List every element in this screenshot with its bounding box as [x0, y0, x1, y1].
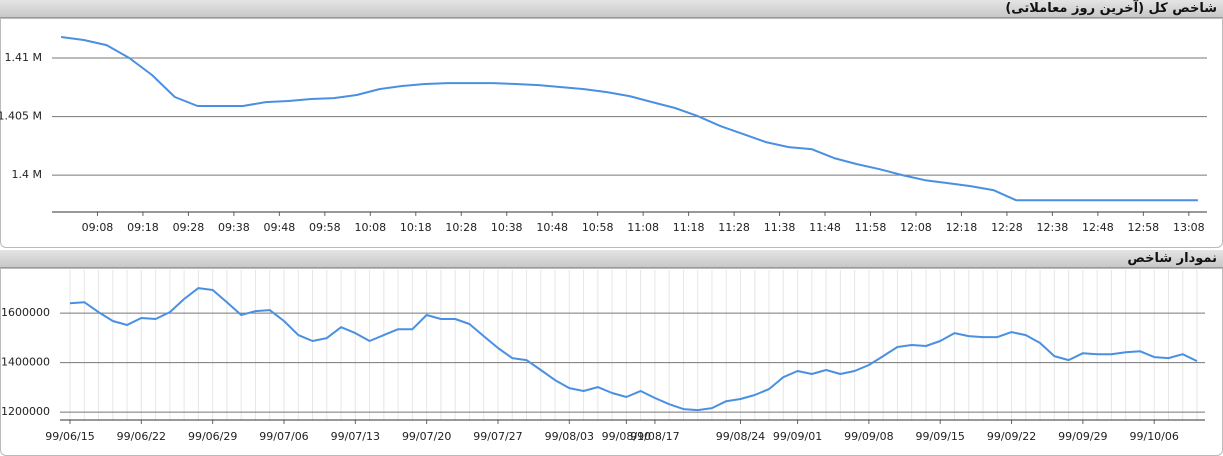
x-tick-label: 99/07/27 — [473, 430, 522, 443]
panel-title: نمودار شاخص — [1127, 251, 1217, 266]
x-tick-label: 99/06/15 — [45, 430, 94, 443]
y-tick-label: 1400000 — [1, 356, 50, 369]
y-tick-label: 1.41 M — [5, 51, 42, 64]
y-tick-label: 1600000 — [1, 306, 50, 319]
x-tick-label: 09:08 — [82, 221, 114, 234]
x-tick-label: 99/08/24 — [716, 430, 765, 443]
x-tick-label: 11:38 — [764, 221, 796, 234]
x-tick-label: 09:18 — [127, 221, 159, 234]
panel-header: نمودار شاخص — [0, 250, 1223, 268]
x-tick-label: 12:48 — [1082, 221, 1114, 234]
line — [69, 287, 1198, 412]
x-tick-label: 10:48 — [536, 221, 568, 234]
x-tick-label: 10:38 — [491, 221, 523, 234]
x-tick-label: 99/07/20 — [402, 430, 451, 443]
x-tick-label: 99/09/22 — [987, 430, 1036, 443]
x-tick-label: 99/09/08 — [844, 430, 893, 443]
x-tick-label: 12:08 — [900, 221, 932, 234]
x-tick-label: 10:08 — [354, 221, 386, 234]
x-tick-label: 10:58 — [582, 221, 614, 234]
x-tick-label: 11:48 — [809, 221, 841, 234]
x-tick-label: 99/06/22 — [117, 430, 166, 443]
x-tick-label: 99/10/06 — [1129, 430, 1178, 443]
panel — [0, 268, 1223, 456]
x-tick-label: 09:48 — [264, 221, 296, 234]
x-tick-label: 99/08/10 — [602, 430, 651, 443]
x-tick-label: 09:38 — [218, 221, 250, 234]
x-tick-label: 11:18 — [673, 221, 705, 234]
x-tick-label: 99/09/01 — [773, 430, 822, 443]
x-tick-label: 99/07/13 — [331, 430, 380, 443]
x-tick-label: 12:28 — [991, 221, 1023, 234]
panel-title: شاخص کل (آخرین روز معاملاتی) — [1005, 1, 1217, 16]
panel-header: شاخص کل (آخرین روز معاملاتی) — [0, 0, 1223, 18]
x-tick-label: 99/06/29 — [188, 430, 237, 443]
x-tick-label: 13:08 — [1173, 221, 1205, 234]
x-tick-label: 11:08 — [627, 221, 659, 234]
x-tick-label: 09:58 — [309, 221, 341, 234]
x-tick-label: 11:58 — [855, 221, 887, 234]
x-tick-label: 09:28 — [173, 221, 205, 234]
x-tick-label: 10:28 — [445, 221, 477, 234]
y-tick-label: 1200000 — [1, 405, 50, 418]
x-tick-label: 12:18 — [946, 221, 978, 234]
panel — [0, 18, 1223, 248]
x-tick-label: 10:18 — [400, 221, 432, 234]
x-tick-label: 12:38 — [1037, 221, 1069, 234]
x-tick-label: 99/08/03 — [545, 430, 594, 443]
x-tick-label: 99/08/17 — [630, 430, 679, 443]
y-tick-label: 1.405 M — [0, 110, 42, 123]
x-tick-label: 11:28 — [718, 221, 750, 234]
x-tick-label: 99/07/06 — [259, 430, 308, 443]
x-tick-label: 12:58 — [1127, 221, 1159, 234]
x-tick-label: 99/09/29 — [1058, 430, 1107, 443]
line — [60, 36, 1198, 202]
y-tick-label: 1.4 M — [12, 168, 42, 181]
x-tick-label: 99/09/15 — [916, 430, 965, 443]
